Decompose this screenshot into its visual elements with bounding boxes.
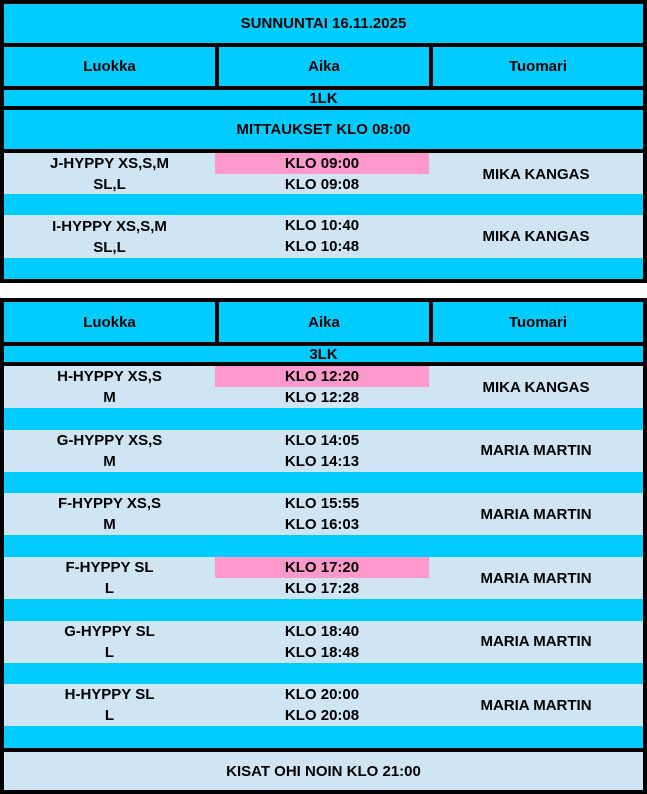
judge-name: MARIA MARTIN bbox=[480, 505, 592, 523]
row-separator bbox=[4, 599, 643, 621]
judge-cell: MARIA MARTIN bbox=[429, 621, 643, 663]
class-line-2: M bbox=[103, 516, 116, 534]
judge-name: MIKA KANGAS bbox=[482, 378, 590, 396]
judge-name: MARIA MARTIN bbox=[480, 696, 592, 714]
schedule-row: H-HYPPY XS,S M KLO 12:20 KLO 12:28 MIKA KANG… bbox=[4, 366, 643, 408]
judge-name: MIKA KANGAS bbox=[482, 165, 590, 183]
start-time: KLO 12:20 bbox=[215, 366, 429, 387]
class-cell: H-HYPPY SL L bbox=[4, 684, 215, 726]
time-cell: KLO 09:00 KLO 09:08 bbox=[215, 153, 429, 195]
row-separator bbox=[4, 726, 643, 749]
end-note: KISAT OHI NOIN KLO 21:00 bbox=[4, 752, 643, 791]
time-cell: KLO 17:20 KLO 17:28 bbox=[215, 557, 429, 599]
class-line-2: L bbox=[104, 643, 115, 661]
judge-cell: MIKA KANGAS bbox=[429, 215, 643, 258]
level-label: 3LK bbox=[4, 346, 643, 363]
row-separator bbox=[4, 662, 643, 685]
start-time: KLO 18:40 bbox=[284, 622, 360, 640]
start-time: KLO 14:05 bbox=[284, 431, 360, 449]
time-cell: KLO 12:20 KLO 12:28 bbox=[215, 366, 429, 408]
start-time: KLO 20:00 bbox=[284, 686, 360, 704]
class-line-2: M bbox=[103, 452, 116, 470]
schedule-row: I-HYPPY XS,S,M SL,L KLO 10:40 KLO 10:48 MIKA… bbox=[4, 215, 643, 258]
class-line-2: SL,L bbox=[93, 238, 126, 256]
second-time: KLO 12:28 bbox=[284, 389, 360, 406]
day-title: SUNNUNTAI 16.11.2025 bbox=[4, 4, 643, 43]
class-line-1: G-HYPPY SL bbox=[64, 622, 155, 640]
schedule-row: H-HYPPY SL L KLO 20:00 KLO 20:08 MARIA MARTI… bbox=[4, 684, 643, 727]
column-headers: Luokka Aika Tuomari bbox=[4, 302, 643, 342]
judge-cell: MARIA MARTIN bbox=[429, 557, 643, 599]
row-separator bbox=[4, 535, 643, 558]
start-time: KLO 15:55 bbox=[284, 495, 360, 513]
second-time: KLO 17:28 bbox=[284, 580, 360, 598]
class-cell: F-HYPPY XS,S M bbox=[4, 493, 215, 535]
class-cell: J-HYPPY XS,S,M SL,L bbox=[4, 153, 215, 195]
schedule-table-1: SUNNUNTAI 16.11.2025 Luokka Aika Tuomari… bbox=[0, 0, 647, 283]
level-label: 1LK bbox=[4, 90, 643, 107]
header-tuomari: Tuomari bbox=[433, 47, 643, 86]
judge-cell: MARIA MARTIN bbox=[429, 684, 643, 726]
judge-cell: MIKA KANGAS bbox=[429, 366, 643, 408]
class-line-1: F-HYPPY XS,S bbox=[57, 495, 162, 513]
schedule-row: G-HYPPY XS,S M KLO 14:05 KLO 14:13 MARIA MAR… bbox=[4, 429, 643, 472]
class-line-2: L bbox=[104, 580, 115, 598]
header-luokka: Luokka bbox=[4, 302, 215, 342]
judge-name: MARIA MARTIN bbox=[480, 633, 592, 651]
judge-cell: MARIA MARTIN bbox=[429, 493, 643, 535]
class-line-2: M bbox=[103, 389, 116, 406]
class-cell: I-HYPPY XS,S,M SL,L bbox=[4, 215, 215, 258]
judge-name: MARIA MARTIN bbox=[480, 569, 592, 587]
time-cell: KLO 18:40 KLO 18:48 bbox=[215, 621, 429, 663]
time-cell: KLO 10:40 KLO 10:48 bbox=[215, 215, 429, 258]
second-time: KLO 16:03 bbox=[284, 516, 360, 534]
class-line-1: H-HYPPY XS,S bbox=[57, 368, 162, 385]
schedule-row: F-HYPPY XS,S M KLO 15:55 KLO 16:03 MARIA MAR… bbox=[4, 493, 643, 536]
class-cell: F-HYPPY SL L bbox=[4, 557, 215, 599]
row-separator bbox=[4, 471, 643, 494]
class-line-2: L bbox=[104, 707, 115, 725]
schedule-row: F-HYPPY SL L KLO 17:20 KLO 17:28 MARIA MARTI… bbox=[4, 557, 643, 600]
schedule-row: J-HYPPY XS,S,M SL,L KLO 09:00 KLO 09:08 MIKA… bbox=[4, 153, 643, 194]
row-separator bbox=[4, 258, 643, 279]
second-time: KLO 18:48 bbox=[284, 643, 360, 661]
row-separator bbox=[4, 194, 643, 215]
second-time: KLO 09:08 bbox=[284, 176, 360, 193]
schedule-table-2: Luokka Aika Tuomari 3LK H-HYPPY XS,S M KLO… bbox=[0, 298, 647, 794]
time-cell: KLO 14:05 KLO 14:13 bbox=[215, 430, 429, 472]
header-tuomari: Tuomari bbox=[433, 302, 643, 342]
schedule-row: G-HYPPY SL L KLO 18:40 KLO 18:48 MARIA MARTI… bbox=[4, 620, 643, 663]
judge-name: MARIA MARTIN bbox=[480, 442, 592, 460]
class-line-1: G-HYPPY XS,S bbox=[56, 431, 163, 449]
time-cell: KLO 20:00 KLO 20:08 bbox=[215, 684, 429, 726]
class-cell: H-HYPPY XS,S M bbox=[4, 366, 215, 408]
start-time: KLO 10:40 bbox=[284, 217, 360, 234]
second-time: KLO 10:48 bbox=[284, 238, 360, 255]
header-aika: Aika bbox=[219, 302, 429, 342]
measurement-note: MITTAUKSET KLO 08:00 bbox=[4, 110, 643, 149]
judge-cell: MARIA MARTIN bbox=[429, 430, 643, 472]
time-cell: KLO 15:55 KLO 16:03 bbox=[215, 493, 429, 535]
row-separator bbox=[4, 408, 643, 430]
class-cell: G-HYPPY XS,S M bbox=[4, 430, 215, 472]
header-aika: Aika bbox=[219, 47, 429, 86]
judge-name: MIKA KANGAS bbox=[482, 228, 590, 245]
class-line-1: F-HYPPY SL bbox=[65, 559, 154, 577]
column-headers: Luokka Aika Tuomari bbox=[4, 47, 643, 86]
class-line-1: J-HYPPY XS,S,M bbox=[50, 155, 169, 172]
class-line-1: I-HYPPY XS,S,M bbox=[52, 217, 167, 235]
class-cell: G-HYPPY SL L bbox=[4, 621, 215, 663]
second-time: KLO 20:08 bbox=[284, 707, 360, 725]
class-line-1: H-HYPPY SL bbox=[64, 686, 155, 704]
start-time: KLO 09:00 bbox=[215, 153, 429, 174]
start-time: KLO 17:20 bbox=[215, 557, 429, 579]
header-luokka: Luokka bbox=[4, 47, 215, 86]
judge-cell: MIKA KANGAS bbox=[429, 153, 643, 195]
class-line-2: SL,L bbox=[93, 176, 126, 193]
second-time: KLO 14:13 bbox=[284, 452, 360, 470]
